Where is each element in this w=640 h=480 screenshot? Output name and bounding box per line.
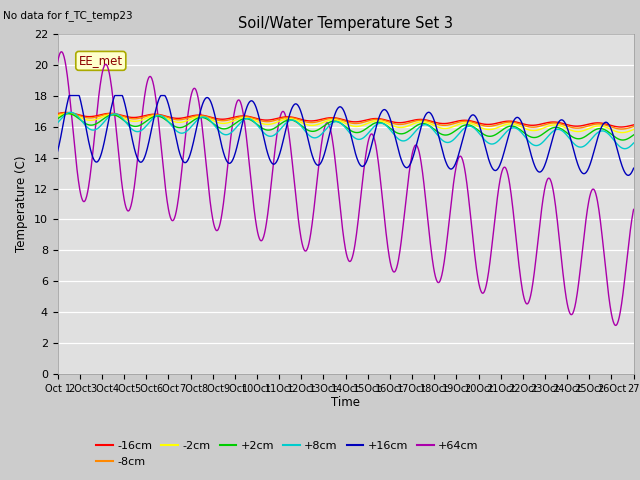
Title: Soil/Water Temperature Set 3: Soil/Water Temperature Set 3 <box>238 16 453 31</box>
Text: No data for f_TC_temp23: No data for f_TC_temp23 <box>3 11 133 22</box>
X-axis label: Time: Time <box>331 396 360 408</box>
Legend: -16cm, -8cm, -2cm, +2cm, +8cm, +16cm, +64cm: -16cm, -8cm, -2cm, +2cm, +8cm, +16cm, +6… <box>92 437 483 471</box>
Text: EE_met: EE_met <box>79 54 123 67</box>
Y-axis label: Temperature (C): Temperature (C) <box>15 156 28 252</box>
